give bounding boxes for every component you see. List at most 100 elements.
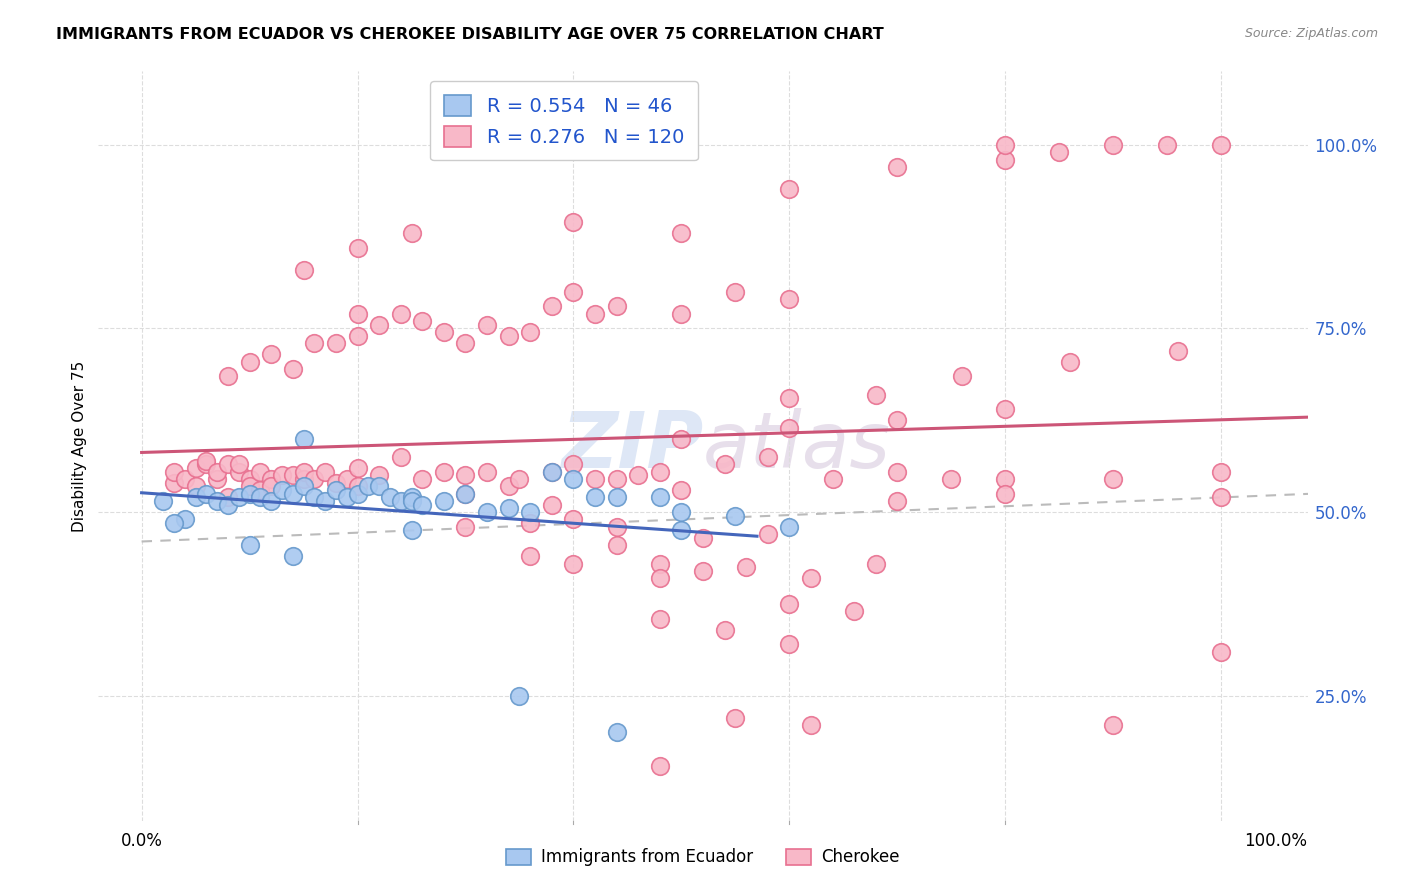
Point bbox=[562, 215, 585, 229]
Point bbox=[228, 491, 250, 505]
Point bbox=[173, 472, 195, 486]
Point bbox=[1102, 472, 1125, 486]
Point bbox=[778, 292, 800, 306]
Point bbox=[735, 560, 758, 574]
Point bbox=[304, 472, 326, 486]
Point bbox=[401, 491, 423, 505]
Point bbox=[325, 336, 347, 351]
Point bbox=[239, 538, 262, 552]
Point bbox=[498, 479, 520, 493]
Point bbox=[260, 347, 283, 361]
Point bbox=[562, 557, 585, 571]
Point bbox=[260, 472, 283, 486]
Point bbox=[346, 461, 368, 475]
Point bbox=[195, 453, 218, 467]
Y-axis label: Disability Age Over 75: Disability Age Over 75 bbox=[72, 360, 87, 532]
Point bbox=[346, 241, 368, 255]
Point bbox=[800, 718, 823, 732]
Point bbox=[357, 479, 380, 493]
Point bbox=[671, 483, 693, 497]
Point bbox=[778, 420, 800, 434]
Point bbox=[454, 336, 477, 351]
Point bbox=[271, 468, 294, 483]
Point bbox=[205, 465, 228, 479]
Point bbox=[304, 491, 326, 505]
Point bbox=[648, 612, 671, 626]
Point bbox=[562, 512, 585, 526]
Point bbox=[217, 458, 239, 472]
Point bbox=[454, 468, 477, 483]
Text: Source: ZipAtlas.com: Source: ZipAtlas.com bbox=[1244, 27, 1378, 40]
Point bbox=[540, 465, 562, 479]
Point bbox=[281, 468, 304, 483]
Point bbox=[433, 325, 456, 339]
Point bbox=[411, 472, 433, 486]
Point bbox=[865, 557, 887, 571]
Point bbox=[205, 494, 228, 508]
Point bbox=[1156, 137, 1178, 152]
Point bbox=[648, 758, 671, 772]
Point bbox=[475, 465, 498, 479]
Text: 100.0%: 100.0% bbox=[1244, 831, 1308, 850]
Point bbox=[606, 725, 628, 739]
Point bbox=[562, 458, 585, 472]
Point bbox=[249, 483, 271, 497]
Point bbox=[713, 458, 735, 472]
Point bbox=[519, 505, 541, 519]
Point bbox=[205, 472, 228, 486]
Point bbox=[260, 494, 283, 508]
Point bbox=[562, 472, 585, 486]
Point bbox=[336, 491, 359, 505]
Point bbox=[1167, 343, 1189, 358]
Point bbox=[239, 487, 262, 501]
Point bbox=[475, 318, 498, 332]
Point bbox=[249, 465, 271, 479]
Text: ZIP: ZIP bbox=[561, 408, 703, 484]
Point bbox=[378, 491, 401, 505]
Point bbox=[325, 475, 347, 490]
Point bbox=[249, 491, 271, 505]
Point bbox=[606, 538, 628, 552]
Point bbox=[346, 487, 368, 501]
Point bbox=[1059, 354, 1081, 368]
Point bbox=[508, 472, 530, 486]
Point bbox=[173, 512, 195, 526]
Point bbox=[941, 472, 963, 486]
Point bbox=[671, 524, 693, 538]
Point bbox=[1211, 645, 1233, 659]
Point bbox=[292, 262, 315, 277]
Point bbox=[950, 369, 973, 384]
Point bbox=[540, 465, 562, 479]
Point bbox=[389, 307, 412, 321]
Point bbox=[336, 472, 359, 486]
Text: 0.0%: 0.0% bbox=[121, 831, 163, 850]
Point bbox=[519, 549, 541, 564]
Point bbox=[217, 369, 239, 384]
Point bbox=[475, 505, 498, 519]
Point bbox=[713, 623, 735, 637]
Point bbox=[844, 604, 866, 618]
Point bbox=[778, 520, 800, 534]
Point bbox=[606, 472, 628, 486]
Point bbox=[163, 465, 186, 479]
Point bbox=[778, 182, 800, 196]
Point bbox=[648, 465, 671, 479]
Point bbox=[368, 468, 391, 483]
Point bbox=[401, 226, 423, 240]
Point bbox=[195, 458, 218, 472]
Point bbox=[1047, 145, 1070, 160]
Point bbox=[184, 461, 207, 475]
Point bbox=[346, 307, 368, 321]
Point bbox=[184, 491, 207, 505]
Point bbox=[292, 472, 315, 486]
Point bbox=[217, 491, 239, 505]
Legend: Immigrants from Ecuador, Cherokee: Immigrants from Ecuador, Cherokee bbox=[498, 840, 908, 875]
Point bbox=[724, 508, 747, 523]
Point bbox=[886, 160, 908, 174]
Point bbox=[454, 487, 477, 501]
Point bbox=[433, 494, 456, 508]
Point bbox=[519, 325, 541, 339]
Point bbox=[292, 465, 315, 479]
Point bbox=[865, 387, 887, 401]
Point bbox=[627, 468, 650, 483]
